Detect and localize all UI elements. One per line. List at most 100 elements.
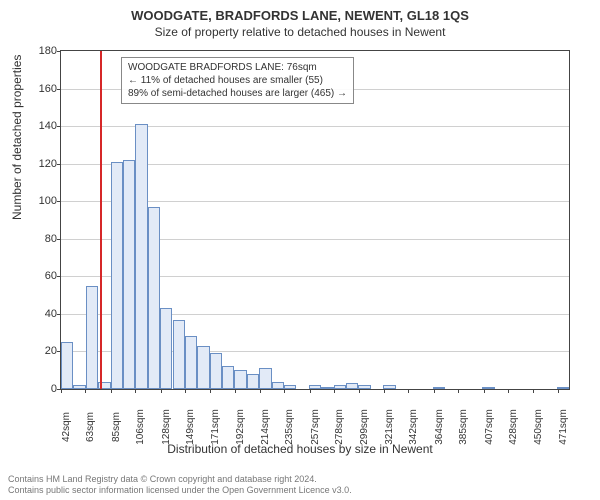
xtick-label: 342sqm: [408, 409, 419, 445]
footer-attribution: Contains HM Land Registry data © Crown c…: [8, 474, 352, 496]
xtick-label: 85sqm: [111, 412, 122, 442]
annotation-line3: 89% of semi-detached houses are larger (…: [128, 87, 347, 100]
ytick-label: 120: [39, 158, 57, 170]
histogram-bar: [61, 342, 73, 389]
xtick-mark: [235, 389, 236, 393]
histogram-bar: [383, 385, 395, 389]
xtick-label: 407sqm: [484, 409, 495, 445]
xtick-label: 257sqm: [310, 409, 321, 445]
histogram-bar: [173, 320, 185, 389]
ytick-mark: [57, 126, 61, 127]
histogram-bar: [185, 336, 197, 389]
xtick-label: 299sqm: [359, 409, 370, 445]
xtick-label: 385sqm: [458, 409, 469, 445]
xtick-mark: [85, 389, 86, 393]
xtick-label: 63sqm: [85, 412, 96, 442]
annotation-line2: ← 11% of detached houses are smaller (55…: [128, 74, 347, 87]
xtick-mark: [284, 389, 285, 393]
xtick-label: 192sqm: [235, 409, 246, 445]
xtick-mark: [161, 389, 162, 393]
xtick-mark: [484, 389, 485, 393]
xtick-label: 471sqm: [558, 409, 569, 445]
xtick-label: 42sqm: [61, 412, 72, 442]
histogram-bar: [160, 308, 172, 389]
xtick-label: 428sqm: [508, 409, 519, 445]
histogram-bar: [135, 124, 147, 389]
histogram-bar: [358, 385, 370, 389]
ytick-label: 100: [39, 195, 57, 207]
chart-title-sub: Size of property relative to detached ho…: [0, 23, 600, 39]
xtick-label: 278sqm: [334, 409, 345, 445]
y-axis-label: Number of detached properties: [10, 55, 24, 220]
xtick-mark: [135, 389, 136, 393]
plot-area: WOODGATE BRADFORDS LANE: 76sqm ← 11% of …: [60, 50, 570, 390]
histogram-bar: [557, 387, 569, 389]
histogram-bar: [148, 207, 160, 389]
ytick-label: 140: [39, 120, 57, 132]
histogram-bar: [123, 160, 135, 389]
xtick-mark: [533, 389, 534, 393]
footer-line1: Contains HM Land Registry data © Crown c…: [8, 474, 352, 485]
histogram-chart: WOODGATE, BRADFORDS LANE, NEWENT, GL18 1…: [0, 0, 600, 500]
annotation-line1: WOODGATE BRADFORDS LANE: 76sqm: [128, 61, 347, 74]
xtick-label: 171sqm: [210, 409, 221, 445]
xtick-mark: [334, 389, 335, 393]
histogram-bar: [433, 387, 445, 389]
histogram-bar: [222, 366, 234, 389]
ytick-label: 180: [39, 45, 57, 57]
histogram-bar: [210, 353, 222, 389]
xtick-mark: [210, 389, 211, 393]
histogram-bar: [234, 370, 246, 389]
xtick-label: 450sqm: [533, 409, 544, 445]
ytick-mark: [57, 314, 61, 315]
xtick-mark: [508, 389, 509, 393]
histogram-bar: [73, 385, 85, 389]
xtick-mark: [408, 389, 409, 393]
histogram-bar: [334, 385, 346, 389]
ytick-label: 80: [45, 233, 57, 245]
xtick-mark: [359, 389, 360, 393]
xtick-mark: [61, 389, 62, 393]
histogram-bar: [309, 385, 321, 389]
xtick-mark: [458, 389, 459, 393]
ytick-label: 60: [45, 270, 57, 282]
ytick-mark: [57, 51, 61, 52]
xtick-label: 364sqm: [434, 409, 445, 445]
xtick-mark: [260, 389, 261, 393]
ytick-label: 40: [45, 308, 57, 320]
xtick-mark: [558, 389, 559, 393]
histogram-bar: [259, 368, 271, 389]
xtick-mark: [434, 389, 435, 393]
xtick-mark: [111, 389, 112, 393]
footer-line2: Contains public sector information licen…: [8, 485, 352, 496]
histogram-bar: [321, 387, 333, 389]
reference-line: [100, 51, 102, 389]
ytick-mark: [57, 164, 61, 165]
histogram-bar: [346, 383, 358, 389]
histogram-bar: [197, 346, 209, 389]
xtick-label: 106sqm: [135, 409, 146, 445]
ytick-label: 20: [45, 345, 57, 357]
chart-title-main: WOODGATE, BRADFORDS LANE, NEWENT, GL18 1…: [0, 0, 600, 23]
xtick-label: 321sqm: [384, 409, 395, 445]
histogram-bar: [272, 382, 284, 390]
histogram-bar: [86, 286, 98, 389]
histogram-bar: [284, 385, 296, 389]
histogram-bar: [111, 162, 123, 389]
ytick-mark: [57, 89, 61, 90]
histogram-bar: [247, 374, 259, 389]
ytick-mark: [57, 276, 61, 277]
x-axis-label: Distribution of detached houses by size …: [0, 442, 600, 456]
annotation-box: WOODGATE BRADFORDS LANE: 76sqm ← 11% of …: [121, 57, 354, 104]
xtick-label: 235sqm: [284, 409, 295, 445]
xtick-label: 128sqm: [161, 409, 172, 445]
ytick-mark: [57, 201, 61, 202]
ytick-label: 160: [39, 83, 57, 95]
xtick-label: 149sqm: [185, 409, 196, 445]
ytick-label: 0: [51, 383, 57, 395]
xtick-mark: [185, 389, 186, 393]
ytick-mark: [57, 239, 61, 240]
histogram-bar: [482, 387, 494, 389]
xtick-label: 214sqm: [260, 409, 271, 445]
xtick-mark: [310, 389, 311, 393]
